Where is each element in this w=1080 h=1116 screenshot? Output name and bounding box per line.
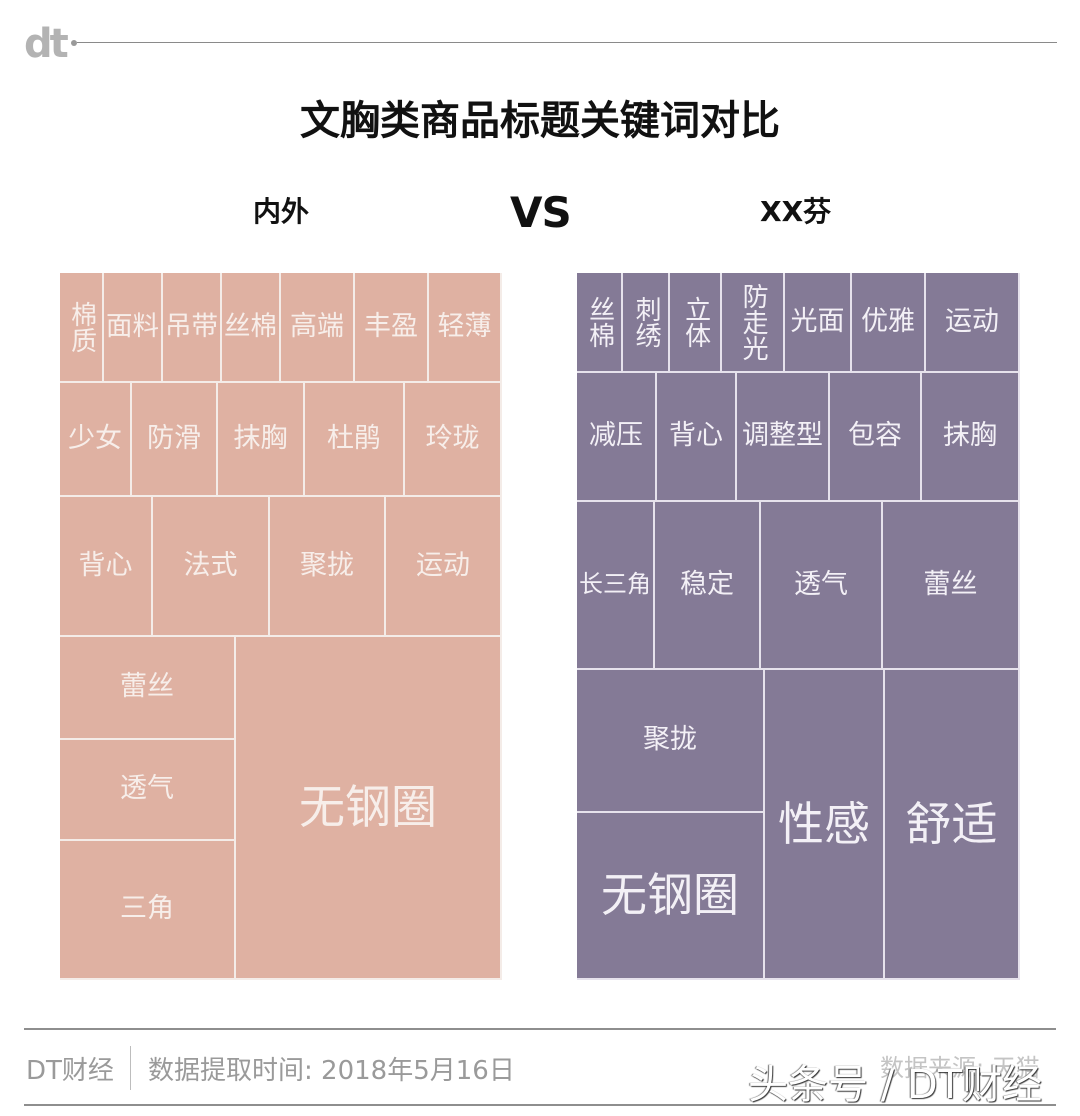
treemap-tile: 无钢圈 <box>577 813 765 980</box>
tile-label: 抹胸 <box>233 422 288 454</box>
tile-label: 抹胸 <box>943 420 997 452</box>
tile-label: 轻薄 <box>437 310 492 342</box>
tile-label: 减压 <box>589 420 643 452</box>
vs-label: VS <box>510 188 572 237</box>
left-brand-label: 内外 <box>253 195 310 228</box>
tile-label: 丝棉 <box>584 296 615 348</box>
tile-label: 透气 <box>120 773 174 805</box>
treemap-tile: 背心 <box>657 373 737 502</box>
treemap-tile: 减压 <box>577 373 657 502</box>
tile-label: 长三角 <box>579 570 651 599</box>
tile-label: 包容 <box>848 420 902 452</box>
tile-label: 优雅 <box>861 305 915 337</box>
page-title: 文胸类商品标题关键词对比 <box>300 98 780 144</box>
treemap-tile: 丝棉 <box>577 273 623 373</box>
tile-label: 运动 <box>416 549 470 581</box>
tile-label: 背心 <box>669 420 723 452</box>
treemap-tile: 聚拢 <box>270 497 386 637</box>
tile-label: 玲珑 <box>425 422 480 454</box>
treemap-tile: 法式 <box>153 497 270 637</box>
treemap-tile: 少女 <box>60 383 132 497</box>
footer-top-divider <box>24 1028 1056 1030</box>
footer-source: 数据来源: 天猫 <box>880 1054 1040 1082</box>
tile-label: 聚拢 <box>300 549 354 581</box>
tile-label: 棉质 <box>66 301 97 353</box>
treemap-tile: 舒适 <box>885 670 1020 980</box>
treemap-tile: 丝棉 <box>222 273 281 383</box>
tile-label: 稳定 <box>680 568 734 600</box>
treemap-tile: 轻薄 <box>429 273 502 383</box>
tile-label: 刺绣 <box>631 296 662 348</box>
tile-label: 面料 <box>106 311 159 343</box>
tile-label: 防走光 <box>738 283 769 361</box>
treemap-tile: 高端 <box>281 273 355 383</box>
tile-label: 杜鹃 <box>327 422 381 454</box>
treemap-tile: 面料 <box>104 273 163 383</box>
footer-brand: DT财经 <box>26 1056 114 1086</box>
treemap-tile: 透气 <box>60 740 236 841</box>
treemap-tile: 运动 <box>926 273 1020 373</box>
tile-label: 透气 <box>794 568 848 600</box>
tile-label: 无钢圈 <box>601 868 739 923</box>
treemap-tile: 运动 <box>386 497 502 637</box>
tile-label: 调整型 <box>742 420 823 452</box>
treemap-tile: 刺绣 <box>623 273 670 373</box>
tile-label: 立体 <box>680 296 711 348</box>
treemap-tile: 包容 <box>830 373 922 502</box>
treemap-tile: 调整型 <box>737 373 830 502</box>
tile-label: 吊带 <box>165 311 218 343</box>
treemap-tile: 防滑 <box>132 383 218 497</box>
tile-label: 性感 <box>778 796 870 851</box>
treemap-tile: 光面 <box>785 273 852 373</box>
treemap-tile: 立体 <box>670 273 722 373</box>
treemap-tile: 蕾丝 <box>60 637 236 740</box>
treemap-tile: 防走光 <box>722 273 785 373</box>
treemap-tile: 无钢圈 <box>236 637 502 980</box>
tile-label: 防滑 <box>147 422 201 454</box>
tile-label: 法式 <box>183 549 238 581</box>
tile-label: 三角 <box>120 893 174 925</box>
treemap-tile: 聚拢 <box>577 670 765 813</box>
treemap-tile: 抹胸 <box>922 373 1020 502</box>
tile-label: 丝棉 <box>224 311 277 343</box>
treemap-tile: 蕾丝 <box>883 502 1020 670</box>
treemap-tile: 优雅 <box>852 273 926 373</box>
treemap-right: 丝棉 刺绣 立体 防走光 光面 优雅 运动减压 背心 调整型 包容 抹胸长三角 稳定 透气 蕾丝聚拢无钢圈… <box>577 273 1020 980</box>
tile-label: 蕾丝 <box>923 568 978 600</box>
tile-label: 光面 <box>790 305 845 337</box>
footer-bottom-divider <box>24 1104 1056 1106</box>
tile-label: 少女 <box>68 422 122 454</box>
treemap-left: 棉质 面料 吊带 丝棉 高端 丰盈 轻薄少女 防滑 抹胸 杜鹃 玲珑背心 法式 聚拢 运动蕾丝透气三角 无钢… <box>60 273 502 980</box>
tile-label: 蕾丝 <box>120 671 174 703</box>
tile-label: 背心 <box>78 549 133 581</box>
watermark: 头条号 / DT财经 <box>748 1062 1043 1108</box>
logo-dot <box>71 40 77 46</box>
tile-label: 丰盈 <box>364 310 418 342</box>
treemap-tile: 吊带 <box>163 273 222 383</box>
treemap-tile: 抹胸 <box>218 383 305 497</box>
tile-label: 聚拢 <box>643 724 697 756</box>
treemap-tile: 三角 <box>60 841 236 980</box>
tile-label: 舒适 <box>905 796 998 851</box>
treemap-tile: 玲珑 <box>405 383 502 497</box>
treemap-tile: 丰盈 <box>355 273 429 383</box>
tile-label: 高端 <box>290 310 344 342</box>
treemap-tile: 性感 <box>765 670 885 980</box>
treemap-tile: 长三角 <box>577 502 655 670</box>
treemap-tile: 稳定 <box>655 502 761 670</box>
footer-extract-time: 数据提取时间: 2018年5月16日 <box>148 1056 515 1086</box>
right-brand-label: XX芬 <box>760 195 832 228</box>
treemap-tile: 棉质 <box>60 273 104 383</box>
treemap-tile: 透气 <box>761 502 883 670</box>
tile-label: 运动 <box>945 305 999 337</box>
tile-label: 无钢圈 <box>299 780 437 835</box>
top-divider <box>77 42 1057 43</box>
treemap-tile: 杜鹃 <box>305 383 405 497</box>
dt-logo: dt <box>24 21 69 67</box>
footer-separator <box>130 1046 131 1090</box>
treemap-tile: 背心 <box>60 497 153 637</box>
